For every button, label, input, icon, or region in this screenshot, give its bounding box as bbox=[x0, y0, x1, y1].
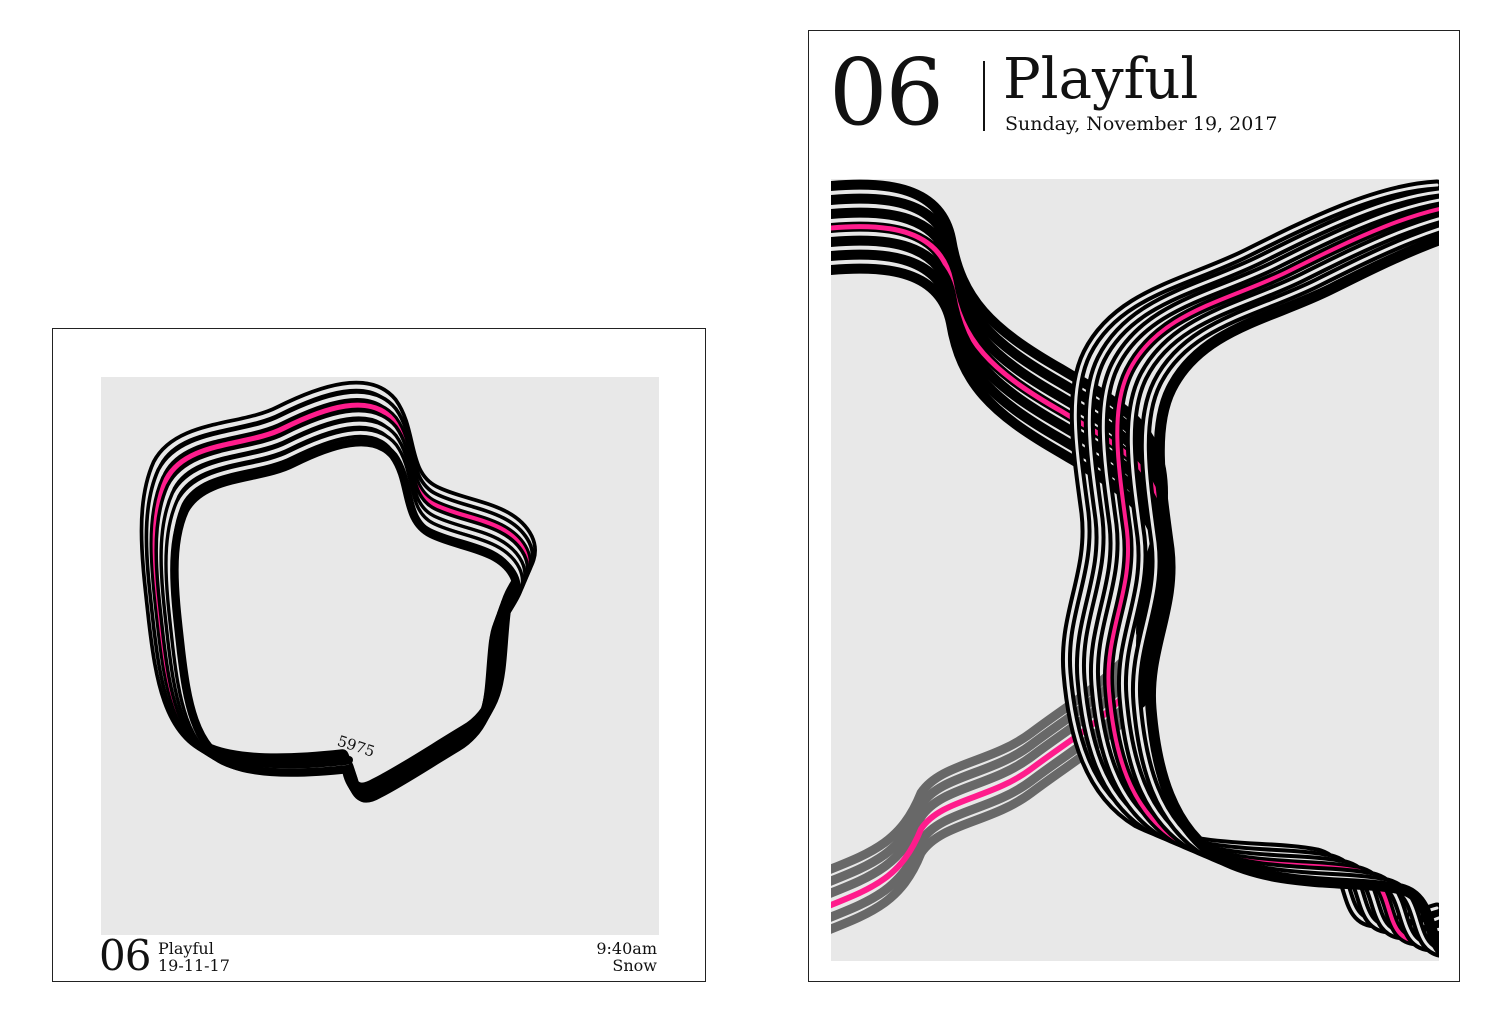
flow-artwork bbox=[831, 179, 1439, 961]
poster-time: 9:40am bbox=[596, 939, 657, 958]
poster-number: 06 bbox=[829, 39, 944, 146]
poster-card-large: 06 Playful Sunday, November 19, 2017 bbox=[808, 30, 1460, 982]
ring-artwork: 5975 bbox=[101, 377, 659, 935]
ring-drawing: 5975 bbox=[101, 377, 659, 935]
poster-title: Playful bbox=[158, 939, 214, 958]
poster-date: Sunday, November 19, 2017 bbox=[1005, 113, 1278, 135]
poster-weather: Snow bbox=[612, 956, 657, 975]
poster-title: Playful bbox=[1003, 47, 1199, 112]
flow-drawing bbox=[831, 179, 1439, 961]
poster-number: 06 bbox=[99, 931, 151, 980]
poster-date: 19-11-17 bbox=[158, 956, 230, 975]
poster-card-small: 5975 06 Playful 19-11-17 9:40am Snow bbox=[52, 328, 706, 982]
marker-dot bbox=[345, 756, 353, 764]
header-divider bbox=[983, 61, 985, 131]
